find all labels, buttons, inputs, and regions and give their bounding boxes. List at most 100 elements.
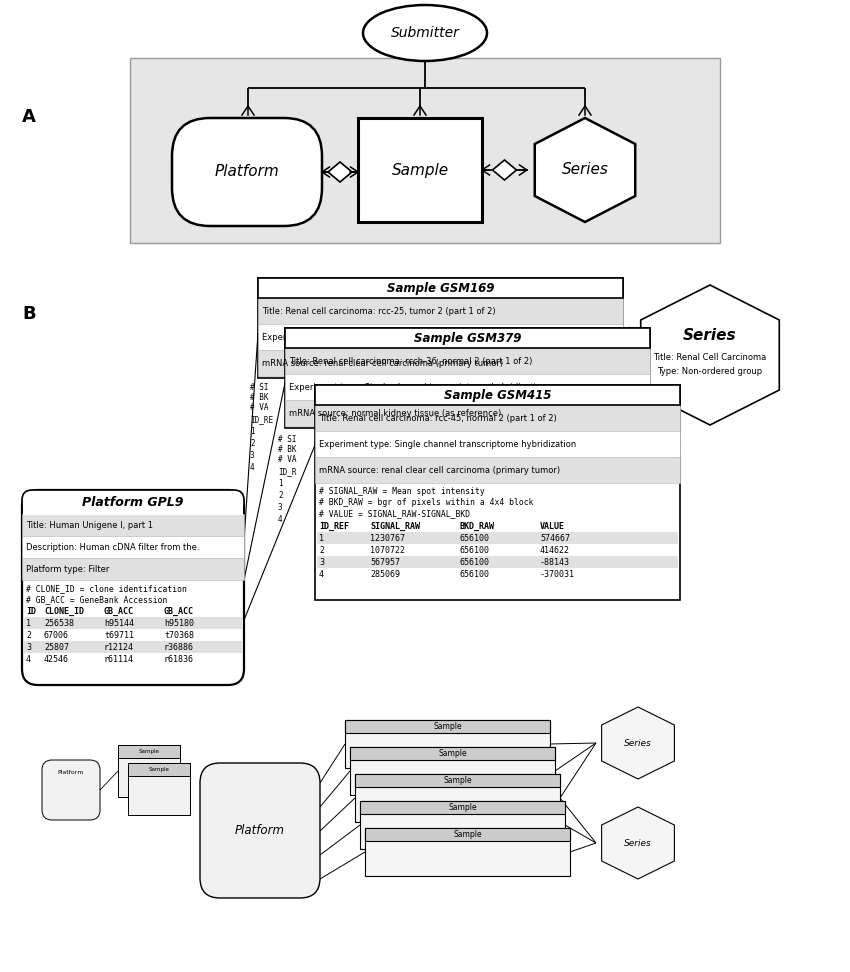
Text: # SI: # SI: [250, 383, 269, 392]
Text: 1: 1: [250, 427, 255, 436]
Bar: [358, 118, 482, 222]
Bar: [355, 774, 560, 822]
Text: 2: 2: [278, 491, 282, 500]
Bar: [345, 720, 550, 733]
Text: 1: 1: [319, 534, 324, 542]
Bar: [317, 568, 678, 580]
Bar: [315, 385, 680, 600]
Text: 1: 1: [278, 479, 282, 488]
Text: r12124: r12124: [104, 642, 134, 651]
Bar: [24, 653, 242, 665]
Text: Platform: Platform: [214, 164, 280, 180]
Text: Sample: Sample: [448, 803, 477, 812]
Text: Title: Renal cell carcinoma: rcch-36, normal 2 (part 1 of 2): Title: Renal cell carcinoma: rcch-36, no…: [289, 357, 532, 365]
Text: A: A: [22, 108, 36, 126]
Bar: [317, 556, 678, 568]
Bar: [258, 324, 623, 350]
Text: 414622: 414622: [540, 545, 570, 554]
Text: Sample: Sample: [139, 749, 160, 754]
Text: Series: Series: [624, 839, 652, 848]
Text: Experiment type: Single channel transcriptome hybridization: Experiment type: Single channel transcri…: [289, 383, 547, 392]
Bar: [315, 431, 680, 457]
Text: Experiment type: Single channel transcriptome hybridization: Experiment type: Single channel transcri…: [262, 332, 519, 341]
Text: 3: 3: [278, 503, 282, 512]
Text: Platform: Platform: [58, 770, 84, 775]
Text: Description: Human cDNA filter from the.: Description: Human cDNA filter from the.: [26, 542, 200, 551]
Bar: [345, 720, 550, 768]
Text: ID_REF: ID_REF: [319, 522, 349, 531]
Bar: [317, 544, 678, 556]
Bar: [130, 58, 720, 243]
Text: 42546: 42546: [44, 654, 69, 664]
Text: 656100: 656100: [460, 558, 490, 567]
Bar: [315, 457, 680, 483]
Bar: [118, 745, 180, 758]
Text: Sample GSM415: Sample GSM415: [444, 389, 551, 401]
Bar: [258, 298, 623, 324]
Text: 4: 4: [26, 654, 31, 664]
Text: Sample: Sample: [149, 767, 169, 772]
Text: 4: 4: [250, 463, 255, 472]
Text: mRNA source: renal clear cell carcinoma (primary tumor): mRNA source: renal clear cell carcinoma …: [319, 466, 560, 474]
Polygon shape: [535, 118, 635, 222]
Text: 2: 2: [250, 439, 255, 448]
Bar: [365, 828, 570, 841]
Text: Series: Series: [683, 328, 737, 342]
Text: t70368: t70368: [164, 631, 194, 640]
Text: GB_ACC: GB_ACC: [104, 607, 134, 616]
Text: mRNA source: normal kidney tissue (as reference): mRNA source: normal kidney tissue (as re…: [289, 408, 501, 418]
Text: Sample: Sample: [443, 776, 472, 785]
Text: B: B: [22, 305, 36, 323]
Text: 574667: 574667: [540, 534, 570, 542]
Bar: [350, 747, 555, 760]
Text: # VALUE = SIGNAL_RAW-SIGNAL_BKD: # VALUE = SIGNAL_RAW-SIGNAL_BKD: [319, 509, 470, 518]
Text: Title: Human Unigene I, part 1: Title: Human Unigene I, part 1: [26, 520, 153, 530]
Text: Series: Series: [624, 739, 652, 747]
Text: 2: 2: [26, 631, 31, 640]
Text: 567957: 567957: [370, 558, 400, 567]
Text: Title: Renal cell carcinoma: rcc-45, normal 2 (part 1 of 2): Title: Renal cell carcinoma: rcc-45, nor…: [319, 413, 557, 423]
Bar: [22, 514, 244, 536]
Text: 1070722: 1070722: [370, 545, 405, 554]
Text: Type: Non-ordered group: Type: Non-ordered group: [657, 366, 762, 375]
Text: h95144: h95144: [104, 618, 134, 628]
Text: # BKD_RAW = bgr of pixels within a 4x4 block: # BKD_RAW = bgr of pixels within a 4x4 b…: [319, 498, 534, 507]
Bar: [350, 747, 555, 795]
Text: Sample GSM379: Sample GSM379: [414, 331, 521, 344]
Polygon shape: [492, 160, 517, 180]
Bar: [23, 504, 243, 515]
Text: t69711: t69711: [104, 631, 134, 640]
Text: CLONE_ID: CLONE_ID: [44, 607, 84, 616]
Polygon shape: [602, 707, 674, 779]
Bar: [118, 745, 180, 797]
Bar: [315, 405, 680, 431]
Text: mRNA source: renal clear cell carcinoma (primary tumor): mRNA source: renal clear cell carcinoma …: [262, 359, 503, 367]
Text: # BK: # BK: [278, 445, 297, 454]
Text: # SI: # SI: [278, 435, 297, 444]
Text: Platform type: Filter: Platform type: Filter: [26, 565, 110, 573]
FancyBboxPatch shape: [22, 490, 244, 685]
Bar: [285, 348, 650, 374]
Text: ID: ID: [26, 607, 36, 616]
Bar: [22, 558, 244, 580]
Text: h95180: h95180: [164, 618, 194, 628]
Text: # VA: # VA: [250, 403, 269, 412]
Text: # GB_ACC = GeneBank Accession: # GB_ACC = GeneBank Accession: [26, 595, 167, 604]
Polygon shape: [602, 807, 674, 879]
Text: 1230767: 1230767: [370, 534, 405, 542]
Text: -370031: -370031: [540, 570, 575, 578]
Text: Sample: Sample: [434, 722, 462, 731]
FancyBboxPatch shape: [200, 763, 320, 898]
Text: 285069: 285069: [370, 570, 400, 578]
FancyBboxPatch shape: [172, 118, 322, 226]
Text: VALUE: VALUE: [540, 522, 565, 531]
Bar: [24, 641, 242, 653]
Text: -88143: -88143: [540, 558, 570, 567]
Text: 3: 3: [250, 451, 255, 460]
Text: # SIGNAL_RAW = Mean spot intensity: # SIGNAL_RAW = Mean spot intensity: [319, 487, 484, 496]
Bar: [128, 763, 190, 776]
Polygon shape: [641, 285, 779, 425]
Text: 256538: 256538: [44, 618, 74, 628]
Text: r61114: r61114: [104, 654, 134, 664]
Bar: [24, 629, 242, 641]
